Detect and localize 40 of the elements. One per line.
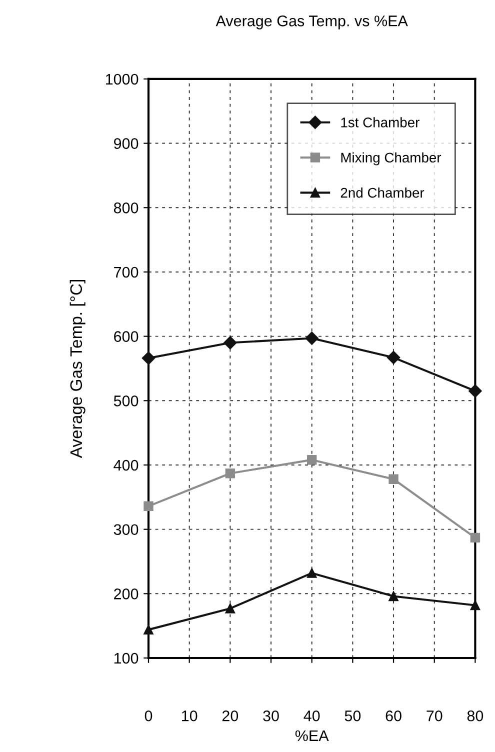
chart-title: Average Gas Temp. vs %EA [216,16,408,30]
y-tick-label: 1000 [106,74,138,85]
point [468,384,482,398]
point [386,350,400,364]
y-tick-label: 900 [114,138,138,149]
point [224,336,237,350]
x-tick-label: 50 [344,710,361,722]
y-tick-label: 500 [114,396,138,406]
point [470,600,480,610]
point [142,352,156,365]
y-tick-label: 600 [114,331,138,342]
y-tick-label: 300 [114,524,138,536]
point [225,468,236,478]
x-tick-label: 70 [426,710,442,722]
point [388,591,398,602]
x-axis-title: %EA [295,730,329,742]
point [144,501,154,512]
point [225,604,236,614]
x-tick-label: 60 [386,710,402,722]
point [470,532,480,543]
x-tick-label: 20 [222,710,238,722]
legend-label: 2nd Chamber [340,188,424,198]
x-tick-label: 80 [467,710,484,722]
point [306,568,317,578]
x-tick-label: 10 [182,710,198,722]
x-tick-label: 30 [263,710,279,722]
point [305,332,318,345]
legend-label: 1st Chamber [341,117,420,128]
y-tick-label: 700 [114,266,138,278]
x-tick-label: 40 [304,710,320,722]
y-tick-label: 800 [114,202,138,214]
point [388,474,398,484]
y-tick-label: 400 [114,460,138,471]
x-tick-label: 0 [144,710,152,722]
y-axis-title: Average Gas Temp. [°C] [70,280,86,458]
point [144,624,154,635]
y-tick-label: 200 [114,588,138,600]
legend-label: Mixing Chamber [341,152,442,166]
y-tick-label: 100 [114,652,138,664]
point [306,454,317,465]
